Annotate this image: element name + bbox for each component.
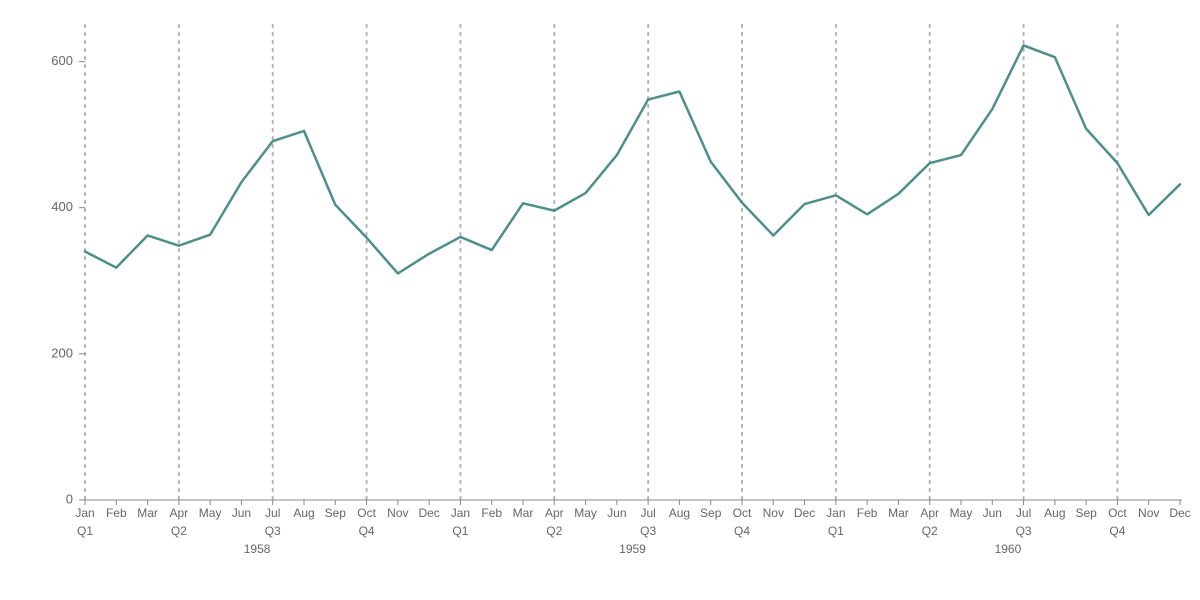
x-month-label: Feb <box>106 506 127 520</box>
x-year-label: 1958 <box>244 542 271 556</box>
x-month-label: Mar <box>888 506 909 520</box>
y-tick-label: 0 <box>66 491 73 506</box>
x-quarter-label: Q3 <box>265 524 281 538</box>
x-month-label: Nov <box>387 506 408 520</box>
y-tick-label: 600 <box>51 53 73 68</box>
x-month-label: May <box>574 506 597 520</box>
y-tick-label: 400 <box>51 199 73 214</box>
x-month-label: Jul <box>640 506 655 520</box>
x-month-label: Nov <box>1138 506 1159 520</box>
x-quarter-label: Q2 <box>922 524 938 538</box>
data-line <box>85 45 1180 273</box>
x-month-label: Jan <box>826 506 845 520</box>
x-quarter-label: Q2 <box>171 524 187 538</box>
x-quarter-label: Q4 <box>1109 524 1125 538</box>
x-quarter-label: Q3 <box>1016 524 1032 538</box>
x-quarter-label: Q1 <box>77 524 93 538</box>
x-month-label: Oct <box>733 506 752 520</box>
x-month-label: Oct <box>357 506 376 520</box>
x-month-label: Jun <box>607 506 626 520</box>
x-quarter-label: Q3 <box>640 524 656 538</box>
x-quarter-label: Q1 <box>452 524 468 538</box>
x-month-label: Mar <box>513 506 534 520</box>
x-month-label: Aug <box>293 506 314 520</box>
x-month-label: Apr <box>170 506 189 520</box>
x-quarter-label: Q1 <box>828 524 844 538</box>
x-month-label: Jun <box>232 506 251 520</box>
x-month-label: Jul <box>1016 506 1031 520</box>
x-month-label: Feb <box>857 506 878 520</box>
x-month-label: Jan <box>75 506 94 520</box>
x-month-label: Dec <box>794 506 815 520</box>
time-series-chart: 0 200 400 600 Jan Feb Mar Apr May Jun Jul Aug Sep Oct… <box>0 0 1200 600</box>
x-year-label: 1960 <box>995 542 1022 556</box>
x-month-label: Sep <box>325 506 347 520</box>
y-tick-label: 200 <box>51 345 73 360</box>
x-month-label: Sep <box>700 506 722 520</box>
x-month-label: Apr <box>920 506 939 520</box>
x-month-label: Aug <box>1044 506 1065 520</box>
x-month-label: Aug <box>669 506 690 520</box>
x-month-label: May <box>950 506 973 520</box>
x-month-label: Mar <box>137 506 158 520</box>
x-year-label: 1959 <box>619 542 646 556</box>
x-month-label: Dec <box>418 506 439 520</box>
x-quarter-label: Q2 <box>546 524 562 538</box>
x-quarter-label: Q4 <box>359 524 375 538</box>
x-month-label: Nov <box>763 506 784 520</box>
x-quarter-label: Q4 <box>734 524 750 538</box>
x-month-label: Oct <box>1108 506 1127 520</box>
x-month-label: Jun <box>983 506 1002 520</box>
x-month-label: Dec <box>1169 506 1190 520</box>
x-month-label: May <box>199 506 222 520</box>
x-month-label: Feb <box>481 506 502 520</box>
x-month-label: Apr <box>545 506 564 520</box>
x-month-label: Jul <box>265 506 280 520</box>
x-month-label: Sep <box>1075 506 1097 520</box>
x-month-label: Jan <box>451 506 470 520</box>
